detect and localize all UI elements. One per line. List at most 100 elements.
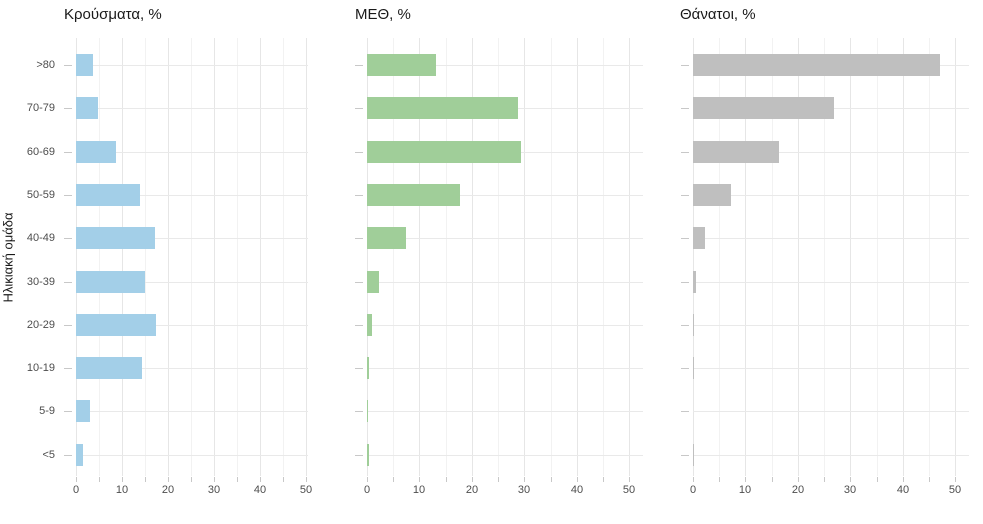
gridline-major-x (472, 38, 473, 476)
x-axis-tick (76, 477, 77, 482)
x-axis-tick (877, 477, 878, 482)
gridline-major-x (260, 38, 261, 476)
gridline-minor-x (551, 38, 552, 476)
gridline-major-x (168, 38, 169, 476)
bar-20-29 (76, 314, 156, 336)
gridline-major-x (367, 38, 368, 476)
gridline-row (76, 108, 308, 109)
gridline-row (693, 282, 969, 283)
x-axis-label: 10 (412, 484, 426, 496)
gridline-major-x (745, 38, 746, 476)
gridline-major-x (903, 38, 904, 476)
y-axis-tick (355, 411, 363, 412)
y-axis-label: 30-39 (26, 276, 55, 288)
y-axis-label: 10-19 (26, 362, 55, 374)
x-axis-tick (446, 477, 447, 482)
gridline-major-x (577, 38, 578, 476)
y-axis-tick (355, 325, 363, 326)
y-axis-tick (355, 65, 363, 66)
y-axis-label: 70-79 (26, 102, 55, 114)
gridline-minor-x (393, 38, 394, 476)
x-axis-label: 30 (517, 484, 531, 496)
y-axis-tick (64, 282, 72, 283)
bar-50-59 (693, 184, 731, 206)
x-axis-tick (237, 477, 238, 482)
x-axis-label: 30 (207, 484, 221, 496)
x-axis-tick (577, 477, 578, 482)
bar-80 (367, 54, 436, 76)
gridline-major-x (122, 38, 123, 476)
x-axis-label: 20 (465, 484, 479, 496)
bar-60-69 (76, 141, 116, 163)
gridline-row (367, 455, 643, 456)
x-axis-label: 40 (570, 484, 584, 496)
x-axis-tick (393, 477, 394, 482)
x-axis-tick (903, 477, 904, 482)
bar-40-49 (367, 227, 406, 249)
gridline-row (367, 238, 643, 239)
panel-deaths: 0 10 20 30 40 50 (681, 38, 969, 496)
x-axis-tick (693, 477, 694, 482)
bar-5-9 (367, 400, 368, 422)
y-axis-tick (681, 65, 689, 66)
bar-80 (693, 54, 940, 76)
gridline-row (367, 325, 643, 326)
x-axis-tick (629, 477, 630, 482)
y-axis-label: 60-69 (26, 146, 55, 158)
bar-70-79 (76, 97, 98, 119)
gridline-row (76, 282, 308, 283)
panel-icu: 0 10 20 30 40 50 (355, 38, 643, 496)
gridline-row (693, 411, 969, 412)
y-axis-tick (681, 411, 689, 412)
x-axis-tick (419, 477, 420, 482)
bar-70-79 (367, 97, 518, 119)
x-axis-tick (145, 477, 146, 482)
gridline-row (693, 152, 969, 153)
bar-40-49 (693, 227, 705, 249)
bar-30-39 (367, 271, 379, 293)
y-axis-tick (355, 455, 363, 456)
x-axis-tick (603, 477, 604, 482)
x-axis-label: 50 (299, 484, 313, 496)
gridline-row (693, 455, 969, 456)
bar-40-49 (76, 227, 155, 249)
bar-10-19 (693, 357, 694, 379)
x-axis-tick (772, 477, 773, 482)
x-axis-tick (191, 477, 192, 482)
x-axis-tick (306, 477, 307, 482)
y-axis-tick (681, 325, 689, 326)
x-axis-label: 40 (896, 484, 910, 496)
bar-70-79 (693, 97, 834, 119)
gridline-minor-x (283, 38, 284, 476)
x-axis-tick (498, 477, 499, 482)
gridline-minor-x (719, 38, 720, 476)
bar-60-69 (693, 141, 779, 163)
x-axis-label: 50 (948, 484, 962, 496)
x-axis-label: 20 (791, 484, 805, 496)
x-axis-label: 0 (689, 484, 697, 496)
y-axis-tick (64, 65, 72, 66)
x-axis-tick (850, 477, 851, 482)
x-axis-label: 50 (622, 484, 636, 496)
x-axis-tick (260, 477, 261, 482)
gridline-row (76, 455, 308, 456)
gridline-row (76, 195, 308, 196)
bar-20-29 (693, 314, 694, 336)
y-axis-tick (64, 411, 72, 412)
y-axis-label: >80 (36, 59, 55, 71)
x-axis-tick (798, 477, 799, 482)
y-axis-tick (681, 152, 689, 153)
chart-title-icu: ΜΕΘ, % (355, 6, 411, 23)
gridline-minor-x (603, 38, 604, 476)
gridline-minor-x (772, 38, 773, 476)
x-axis-label: 10 (738, 484, 752, 496)
y-axis-tick (681, 238, 689, 239)
gridline-row (76, 238, 308, 239)
y-axis-label: 20-29 (26, 319, 55, 331)
y-axis-tick (355, 195, 363, 196)
x-axis-tick (824, 477, 825, 482)
bar-5 (693, 444, 694, 466)
y-axis-label: 40-49 (26, 232, 55, 244)
y-axis-tick (355, 238, 363, 239)
